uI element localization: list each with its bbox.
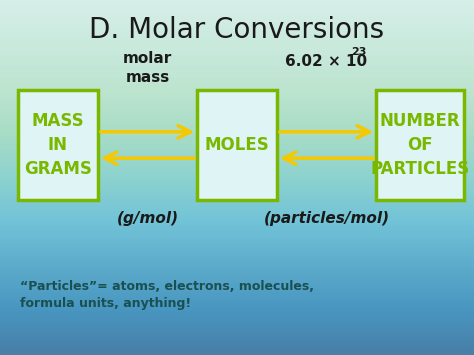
Text: NUMBER
OF
PARTICLES: NUMBER OF PARTICLES <box>370 113 470 178</box>
Text: “Particles”= atoms, electrons, molecules,
formula units, anything!: “Particles”= atoms, electrons, molecules… <box>20 279 314 311</box>
Text: molar
mass: molar mass <box>123 51 172 85</box>
FancyBboxPatch shape <box>18 90 98 200</box>
FancyBboxPatch shape <box>197 90 277 200</box>
Text: (particles/mol): (particles/mol) <box>264 211 390 225</box>
Text: MASS
IN
GRAMS: MASS IN GRAMS <box>24 113 92 178</box>
Text: MOLES: MOLES <box>205 136 269 154</box>
Text: (g/mol): (g/mol) <box>117 211 179 225</box>
FancyBboxPatch shape <box>376 90 464 200</box>
Text: 6.02 × 10: 6.02 × 10 <box>285 55 367 70</box>
Text: D. Molar Conversions: D. Molar Conversions <box>90 16 384 44</box>
Text: 23: 23 <box>351 47 366 57</box>
